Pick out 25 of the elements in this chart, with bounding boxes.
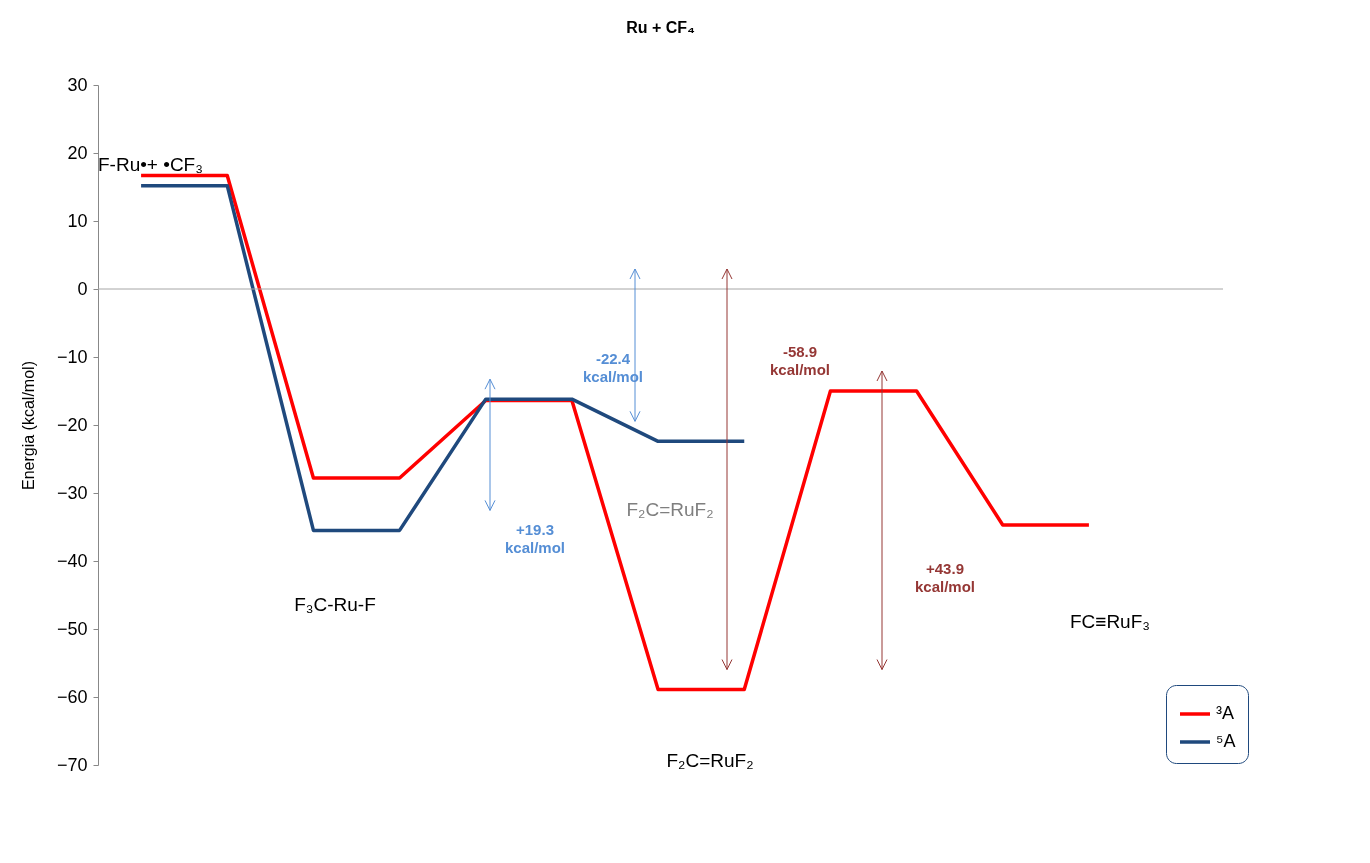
annotation: +19.3 kcal/mol — [504, 521, 566, 556]
annotation: FC≡RuF₃ — [1069, 611, 1151, 632]
y-tick-label: −10 — [56, 346, 88, 367]
annotation: -58.9 kcal/mol — [769, 343, 831, 378]
y-axis-title: Energia (kcal/mol) — [19, 361, 37, 490]
annotation: F₃C-Ru-F — [294, 594, 376, 615]
legend-label: ⁵A — [1216, 731, 1236, 751]
y-tick-label: −60 — [56, 686, 88, 707]
y-tick-label: 20 — [67, 142, 88, 163]
y-tick-label: 30 — [67, 74, 88, 95]
y-tick-label: −20 — [56, 414, 88, 435]
legend-label: ³A — [1216, 703, 1234, 723]
y-tick-label: 0 — [77, 278, 88, 299]
line-series — [139, 183, 746, 533]
chart-title: Ru + CF₄ — [626, 19, 695, 36]
y-tick-label: −50 — [56, 618, 88, 639]
y-tick-label: −40 — [56, 550, 88, 571]
y-tick-label: 10 — [67, 210, 88, 231]
y-tick-label: −70 — [56, 754, 88, 775]
y-tick-label: −30 — [56, 482, 88, 503]
annotation: F₂C=RuF₂ — [626, 499, 714, 520]
annotation: +43.9 kcal/mol — [914, 560, 976, 595]
annotation: F₂C=RuF₂ — [666, 750, 754, 771]
annotation: -22.4 kcal/mol — [582, 350, 644, 385]
annotation: F-Ru•+ •CF₃ — [98, 154, 203, 175]
